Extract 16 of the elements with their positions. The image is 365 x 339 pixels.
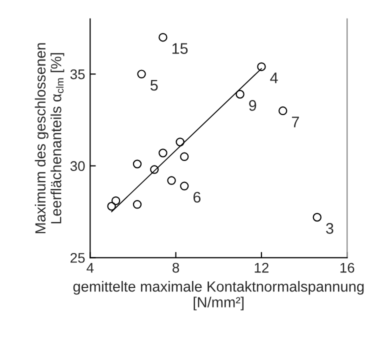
annotation: 5: [150, 80, 158, 91]
y-axis-title: Maximum des geschlossenen Leerflächenanteils α$_{clm}$ [%]: [34, 43, 64, 234]
y-tick-label: 30: [70, 161, 85, 172]
annotation: 7: [292, 116, 299, 128]
x-tick-label: 8: [172, 262, 180, 273]
annotation: 6: [193, 192, 201, 203]
x-axis-title: gemittelte maximale Kontaktnormalspannung [N/mm²]: [73, 281, 364, 310]
y-tick-label: 35: [70, 69, 85, 80]
x-tick-label: 4: [86, 263, 94, 273]
annotation: 4: [270, 72, 278, 84]
y-tick-label: 25: [70, 252, 85, 263]
x-tick-label: 16: [340, 262, 354, 273]
annotation: 9: [249, 100, 256, 111]
annotation: 15: [172, 43, 188, 54]
annotation: 3: [326, 223, 334, 234]
x-tick-label: 12: [254, 262, 268, 273]
